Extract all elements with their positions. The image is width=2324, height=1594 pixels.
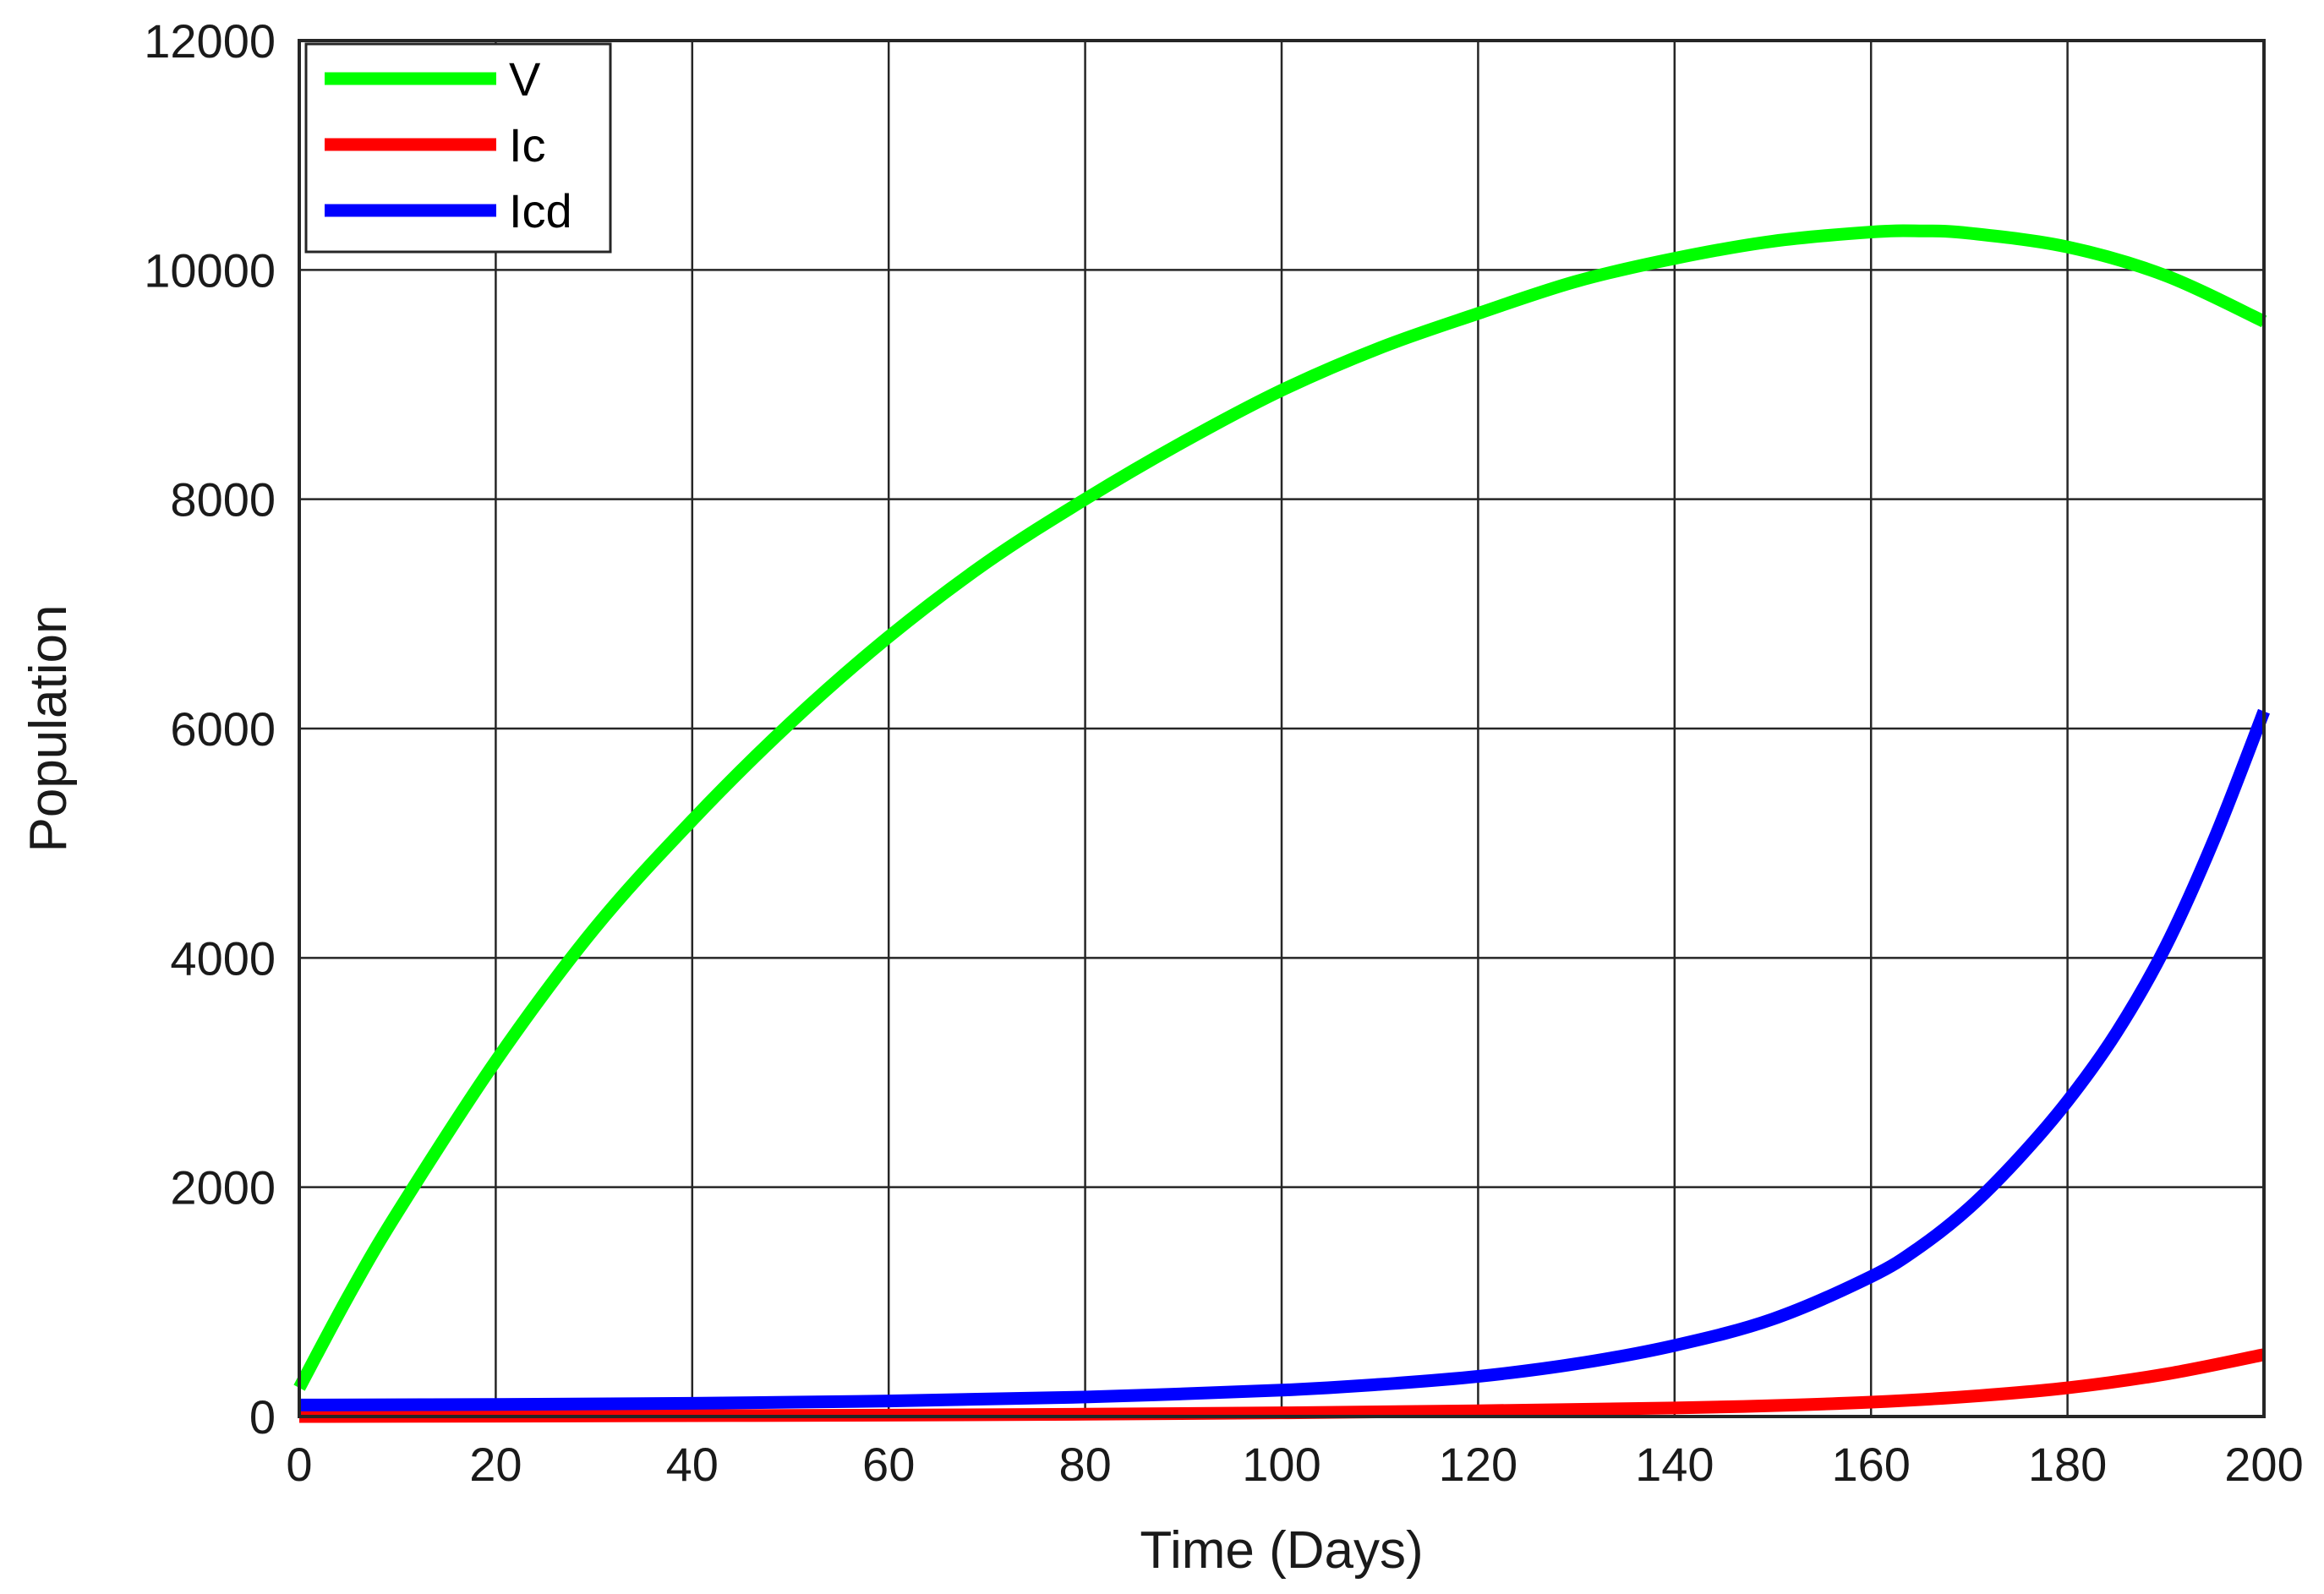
- x-tick-label: 180: [2028, 1438, 2107, 1491]
- x-tick-label: 120: [1439, 1438, 1517, 1491]
- x-axis-label: Time (Days): [1140, 1521, 1423, 1580]
- x-tick-label: 200: [2224, 1438, 2303, 1491]
- x-tick-label: 160: [1831, 1438, 1910, 1491]
- x-tick-label: 140: [1635, 1438, 1714, 1491]
- x-tick-label: 0: [286, 1438, 312, 1491]
- plot-frame: [298, 39, 2266, 1418]
- x-tick-label: 60: [862, 1438, 915, 1491]
- legend: V Ic Icd: [304, 42, 612, 254]
- x-tick-label: 100: [1242, 1438, 1321, 1491]
- x-tick-label: 40: [666, 1438, 719, 1491]
- legend-label-v: V: [509, 52, 541, 106]
- legend-label-icd: Icd: [509, 184, 572, 237]
- x-tick-label: 20: [469, 1438, 522, 1491]
- y-tick-label: 4000: [170, 931, 276, 985]
- y-axis-label: Population: [19, 604, 78, 852]
- y-tick-label: 10000: [144, 243, 276, 297]
- y-tick-label: 2000: [170, 1161, 276, 1215]
- x-tick-label: 80: [1058, 1438, 1111, 1491]
- series-line-v: [293, 224, 2267, 1391]
- y-tick-label: 6000: [170, 702, 276, 756]
- tick-labels: 0 20 40 60 80 100 120 140 160 180 2000200040006000…: [144, 14, 2303, 1491]
- legend-label-ic: Ic: [509, 118, 546, 172]
- y-tick-label: 8000: [170, 473, 276, 527]
- y-tick-label: 12000: [144, 14, 276, 68]
- series-line-icd: [298, 708, 2270, 1411]
- grid: [299, 41, 2264, 1417]
- y-tick-label: 0: [249, 1390, 276, 1444]
